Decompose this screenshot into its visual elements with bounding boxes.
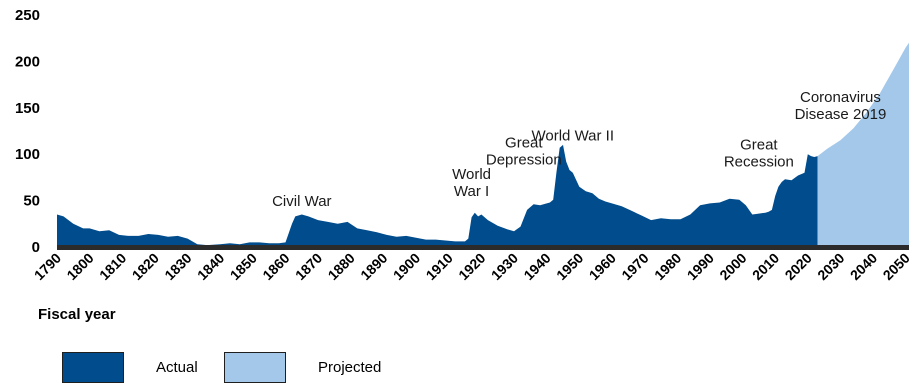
x-tick-label: 2030 <box>814 250 847 283</box>
x-tick-label: 1840 <box>194 250 227 283</box>
annotation-label: World War II <box>532 127 615 144</box>
x-tick-label: 2040 <box>847 250 880 283</box>
annotation-label: World War I <box>452 166 491 200</box>
x-axis-label: Fiscal year <box>38 306 116 323</box>
x-tick-label: 1950 <box>553 250 586 283</box>
x-axis-baseline <box>57 245 909 250</box>
x-tick-label: 1990 <box>684 250 717 283</box>
legend-label-actual: Actual <box>156 359 198 376</box>
x-tick-label: 1870 <box>292 250 325 283</box>
x-tick-label: 1920 <box>455 250 488 283</box>
annotation-label: Great Recession <box>724 136 794 170</box>
x-axis-ticks: 1790 1800 1810 1820 1830 1840 1850 1860 1870 1880… <box>31 250 913 283</box>
y-tick-label: 250 <box>15 7 40 24</box>
x-tick-label: 1850 <box>227 250 260 283</box>
legend-swatch-actual <box>62 352 124 383</box>
annotation-label: Civil War <box>272 193 331 210</box>
x-tick-label: 1880 <box>325 250 358 283</box>
x-tick-label: 1910 <box>423 250 456 283</box>
y-tick-label: 50 <box>23 193 40 210</box>
y-tick-label: 150 <box>15 100 40 117</box>
legend: Actual Projected <box>0 352 922 383</box>
legend-swatch-projected <box>224 352 286 383</box>
plot-area <box>57 42 909 250</box>
y-tick-label: 200 <box>15 53 40 70</box>
x-tick-label: 1960 <box>586 250 619 283</box>
x-tick-label: 1900 <box>390 250 423 283</box>
y-tick-label: 0 <box>32 239 40 256</box>
x-tick-label: 1860 <box>259 250 292 283</box>
x-tick-label: 1980 <box>651 250 684 283</box>
x-tick-label: 1810 <box>96 250 129 283</box>
x-tick-label: 1930 <box>488 250 521 283</box>
annotation-label: Coronavirus Disease 2019 <box>795 89 887 123</box>
x-tick-label: 2010 <box>749 250 782 283</box>
series-area-projected <box>817 42 909 247</box>
x-tick-label: 2050 <box>880 250 913 283</box>
series-area-actual <box>57 144 818 247</box>
x-tick-label: 1800 <box>63 250 96 283</box>
x-tick-label: 2020 <box>782 250 815 283</box>
y-axis-ticks: 0 50 100 150 200 250 <box>15 7 40 256</box>
x-tick-label: 1830 <box>161 250 194 283</box>
annotation-label: Great Depression <box>486 134 562 168</box>
debt-chart: 0 50 100 150 200 250 1790 1800 1810 1820 1830 1840… <box>15 7 913 283</box>
legend-label-projected: Projected <box>318 359 382 376</box>
x-tick-label: 1890 <box>357 250 390 283</box>
legend-item-projected: Projected <box>224 352 381 383</box>
y-tick-label: 100 <box>15 146 40 163</box>
x-tick-label: 1820 <box>129 250 162 283</box>
x-tick-label: 1970 <box>618 250 651 283</box>
x-tick-label: 2000 <box>716 250 749 283</box>
legend-item-actual: Actual <box>62 352 198 383</box>
x-tick-label: 1940 <box>520 250 553 283</box>
